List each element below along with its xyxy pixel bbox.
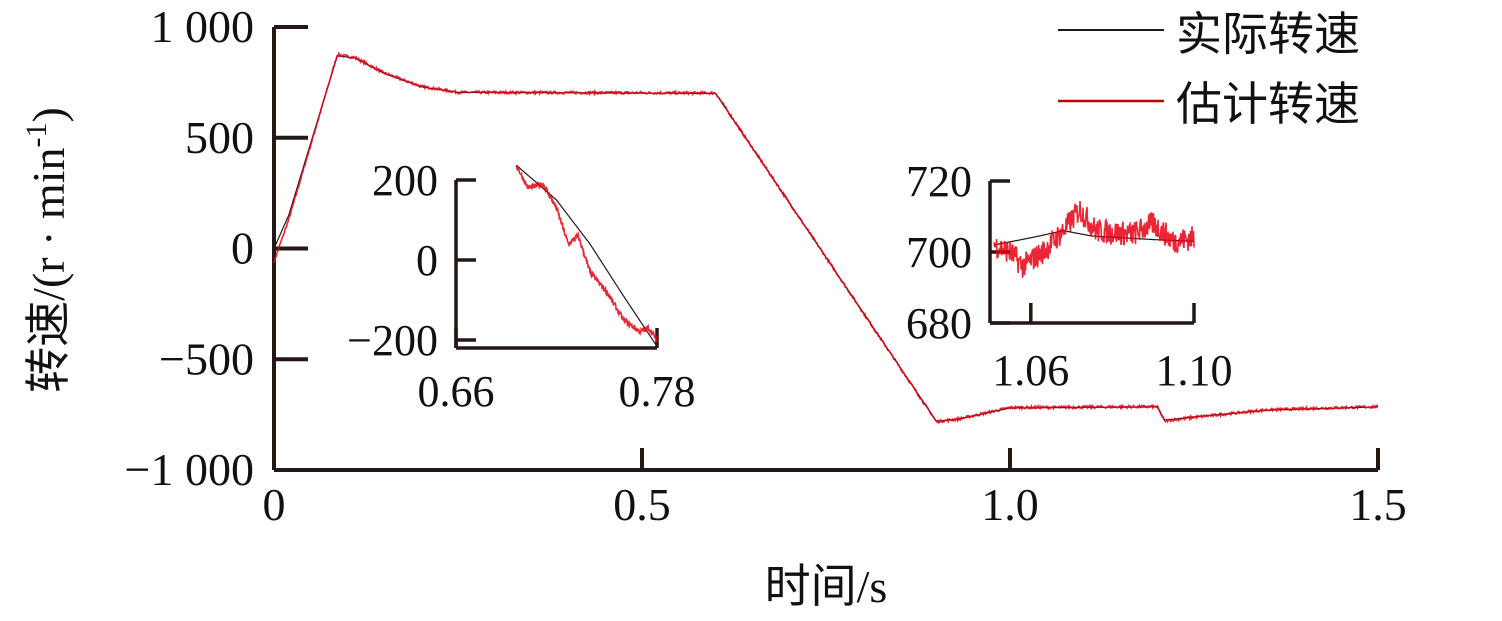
legend-label-estimated: 估计转速 [1176,79,1360,130]
inset1-x-tick-label: 0.66 [418,367,495,416]
inset1-actual-speed-line [515,164,658,347]
y-axis-label: 转速/(r · min-1) [20,107,74,393]
x-axis-label: 时间/s [765,561,888,612]
inset2-x-tick-label: 1.10 [1156,346,1233,395]
y-axis-label-sup: -1 [20,123,53,148]
inset1-estimated-speed-line [515,164,658,343]
legend-label-actual: 实际转速 [1176,9,1360,60]
inset2-estimated-speed-line [993,201,1195,278]
main-y-tick-label: 1 000 [151,1,255,52]
main-x-tick-label: 0.5 [613,479,671,530]
inset2-y-tick-label: 680 [906,299,972,348]
inset1-x-tick-label: 0.78 [619,367,696,416]
main-x-tick-label: 1.0 [981,479,1039,530]
inset1-y-tick-label: 0 [416,236,438,285]
main-y-tick-label: −500 [159,333,254,384]
inset2-y-tick-label: 700 [906,228,972,277]
main-y-tick-label: 0 [231,223,254,274]
main-estimated-speed-line [273,51,1379,424]
main-y-tick-label: −1 000 [125,444,254,495]
inset2-x-tick-label: 1.06 [992,346,1069,395]
legend: 实际转速 估计转速 [1058,9,1360,130]
y-axis-label-main: 转速/(r · min [23,148,74,393]
inset1-y-tick-label: 200 [372,156,438,205]
main-x-tick-label: 1.5 [1349,479,1407,530]
inset2-y-tick-label: 720 [906,157,972,206]
main-x-tick-label: 0 [263,479,286,530]
svg-text:转速/(r · min-1): 转速/(r · min-1) [20,107,74,393]
inset-chart-2: 720 700 680 1.06 1.10 [906,157,1233,395]
y-axis-label-close: ) [23,107,74,122]
inset1-y-tick-label: −200 [347,316,438,365]
main-series [273,51,1379,424]
main-y-tick-label: 500 [185,112,254,163]
